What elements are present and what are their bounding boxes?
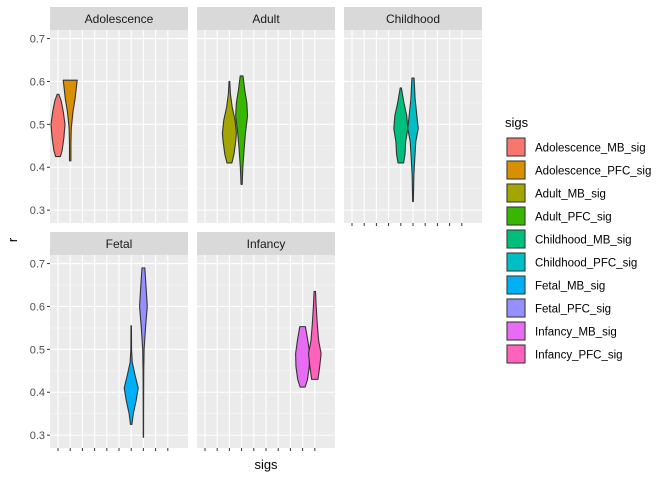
legend-entry-label: Adult_PFC_sig xyxy=(535,212,612,224)
violin-Fetal_PFC_sig xyxy=(139,267,148,438)
x-axis-title: sigs xyxy=(254,457,278,472)
legend-entry-label: Adolescence_MB_sig xyxy=(535,143,646,155)
facet-strip-label: Childhood xyxy=(386,12,440,26)
legend-entry-label: Fetal_MB_sig xyxy=(535,281,605,293)
legend-key-swatch xyxy=(506,275,526,295)
legend-key-swatch xyxy=(506,183,526,203)
facet-panel-fetal: Fetal 0.3 0.4 0.5 0.6 0.7 xyxy=(30,232,188,451)
legend: sigs Adolescence_MB_sig Adolescence_PFC_s… xyxy=(505,115,651,364)
facet-strip xyxy=(50,232,188,255)
facet-panel-infancy: Infancy xyxy=(197,232,335,451)
legend-key-swatch xyxy=(506,344,526,364)
y-tick-label: 0.6 xyxy=(30,76,45,88)
facet-panel-adult: Adult xyxy=(197,7,335,223)
legend-title: sigs xyxy=(505,115,529,130)
y-axis-title: r xyxy=(5,237,20,242)
y-tick-label: 0.5 xyxy=(30,344,45,356)
facet-strip xyxy=(197,7,335,30)
legend-entry-label: Adolescence_PFC_sig xyxy=(535,166,651,178)
y-tick-label: 0.4 xyxy=(30,387,45,399)
facet-strip xyxy=(197,232,335,255)
violin-Infancy_MB_sig xyxy=(295,326,311,388)
legend-entry-label: Childhood_MB_sig xyxy=(535,235,632,247)
violin-Childhood_PFC_sig xyxy=(407,77,419,203)
violin-Fetal_MB_sig xyxy=(123,325,139,425)
legend-key-swatch xyxy=(506,137,526,157)
legend-entry-label: Adult_MB_sig xyxy=(535,189,606,201)
y-tick-label: 0.7 xyxy=(30,34,45,46)
legend-key-swatch xyxy=(506,160,526,180)
violin-Adolescence_PFC_sig xyxy=(62,79,78,162)
y-tick-label: 0.5 xyxy=(30,119,45,131)
facet-strip-label: Infancy xyxy=(247,237,286,251)
legend-entry-label: Infancy_PFC_sig xyxy=(535,350,623,362)
legend-entry-label: Fetal_PFC_sig xyxy=(535,304,611,316)
legend-key-swatch xyxy=(506,252,526,272)
legend-key-swatch xyxy=(506,206,526,226)
facet-strip-label: Adult xyxy=(252,12,280,26)
facet-panel-childhood: Childhood xyxy=(344,7,482,226)
facet-strip-label: Adolescence xyxy=(85,12,154,26)
violin-Childhood_MB_sig xyxy=(393,87,409,164)
violin-Adult_MB_sig xyxy=(221,80,237,164)
facet-strip-label: Fetal xyxy=(106,237,133,251)
legend-key-swatch xyxy=(506,229,526,249)
facet-strip xyxy=(50,7,188,30)
legend-entry-label: Infancy_MB_sig xyxy=(535,327,617,339)
axis-layer: r sigs xyxy=(5,237,278,472)
facet-panel-adolescence: Adolescence 0.3 0.4 0.5 0.6 0.7 xyxy=(30,7,188,223)
violin-Adult_PFC_sig xyxy=(235,75,249,185)
y-tick-label: 0.6 xyxy=(30,301,45,313)
legend-key-swatch xyxy=(506,321,526,341)
violin-Adolescence_MB_sig xyxy=(50,93,66,158)
y-tick-label: 0.3 xyxy=(30,205,45,217)
violin-Infancy_PFC_sig xyxy=(307,290,322,380)
legend-key-swatch xyxy=(506,298,526,318)
legend-entry-label: Childhood_PFC_sig xyxy=(535,258,637,270)
y-tick-label: 0.7 xyxy=(30,259,45,271)
y-tick-label: 0.3 xyxy=(30,430,45,442)
y-tick-label: 0.4 xyxy=(30,162,45,174)
panels-layer: Adolescence 0.3 0.4 0.5 0.6 0.7 Adult Childhood… xyxy=(30,7,482,451)
facet-strip xyxy=(344,7,482,30)
